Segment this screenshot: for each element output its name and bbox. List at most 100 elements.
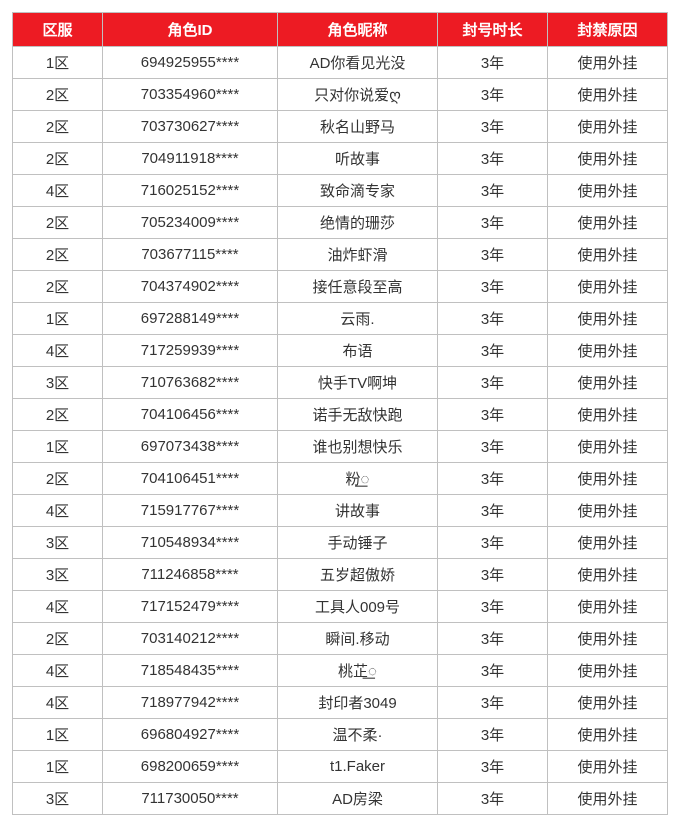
cell-reason: 使用外挂 [548, 527, 668, 559]
cell-server: 2区 [13, 207, 103, 239]
cell-nickname: 布语 [278, 335, 438, 367]
cell-server: 2区 [13, 79, 103, 111]
cell-server: 1区 [13, 719, 103, 751]
cell-id: 710763682**** [103, 367, 278, 399]
table-row: 3区710548934****手动锤子3年使用外挂 [13, 527, 668, 559]
cell-server: 1区 [13, 431, 103, 463]
cell-nickname: 五岁超傲娇 [278, 559, 438, 591]
cell-id: 711730050**** [103, 783, 278, 815]
cell-nickname: 云雨. [278, 303, 438, 335]
cell-duration: 3年 [438, 143, 548, 175]
cell-duration: 3年 [438, 303, 548, 335]
table-row: 2区704911918****听故事3年使用外挂 [13, 143, 668, 175]
cell-server: 3区 [13, 559, 103, 591]
cell-id: 703730627**** [103, 111, 278, 143]
cell-nickname: t1.Faker [278, 751, 438, 783]
cell-id: 697073438**** [103, 431, 278, 463]
table-row: 4区717152479****工具人009号3年使用外挂 [13, 591, 668, 623]
cell-duration: 3年 [438, 111, 548, 143]
cell-reason: 使用外挂 [548, 335, 668, 367]
table-row: 2区705234009****绝情的珊莎3年使用外挂 [13, 207, 668, 239]
table-row: 4区716025152****致命滴专家3年使用外挂 [13, 175, 668, 207]
cell-id: 703354960**** [103, 79, 278, 111]
table-row: 4区718977942****封印者30493年使用外挂 [13, 687, 668, 719]
cell-nickname: 粉꯭ [278, 463, 438, 495]
cell-duration: 3年 [438, 335, 548, 367]
cell-server: 4区 [13, 175, 103, 207]
cell-reason: 使用外挂 [548, 175, 668, 207]
cell-id: 705234009**** [103, 207, 278, 239]
cell-nickname: 只对你说爱ღ [278, 79, 438, 111]
cell-reason: 使用外挂 [548, 495, 668, 527]
cell-nickname: 秋名山野马 [278, 111, 438, 143]
cell-id: 710548934**** [103, 527, 278, 559]
cell-id: 703140212**** [103, 623, 278, 655]
cell-reason: 使用外挂 [548, 367, 668, 399]
cell-nickname: 封印者3049 [278, 687, 438, 719]
cell-reason: 使用外挂 [548, 559, 668, 591]
table-row: 2区703354960****只对你说爱ღ3年使用外挂 [13, 79, 668, 111]
cell-server: 3区 [13, 527, 103, 559]
cell-nickname: 致命滴专家 [278, 175, 438, 207]
cell-reason: 使用外挂 [548, 687, 668, 719]
cell-server: 2区 [13, 239, 103, 271]
cell-nickname: 诺手无敌快跑 [278, 399, 438, 431]
cell-id: 697288149**** [103, 303, 278, 335]
table-row: 2区703730627****秋名山野马3年使用外挂 [13, 111, 668, 143]
cell-duration: 3年 [438, 591, 548, 623]
cell-nickname: 讲故事 [278, 495, 438, 527]
table-row: 2区703140212****瞬间.移动3年使用外挂 [13, 623, 668, 655]
cell-nickname: 瞬间.移动 [278, 623, 438, 655]
cell-id: 698200659**** [103, 751, 278, 783]
cell-id: 703677115**** [103, 239, 278, 271]
table-row: 4区717259939****布语3年使用外挂 [13, 335, 668, 367]
table-row: 3区711730050****AD房梁3年使用外挂 [13, 783, 668, 815]
cell-duration: 3年 [438, 175, 548, 207]
cell-duration: 3年 [438, 527, 548, 559]
cell-nickname: 绝情的珊莎 [278, 207, 438, 239]
cell-reason: 使用外挂 [548, 143, 668, 175]
cell-reason: 使用外挂 [548, 655, 668, 687]
cell-duration: 3年 [438, 751, 548, 783]
cell-server: 1区 [13, 751, 103, 783]
cell-server: 2区 [13, 399, 103, 431]
cell-duration: 3年 [438, 623, 548, 655]
cell-server: 2区 [13, 271, 103, 303]
cell-id: 704374902**** [103, 271, 278, 303]
cell-duration: 3年 [438, 783, 548, 815]
cell-nickname: 油炸虾滑 [278, 239, 438, 271]
cell-nickname: 手动锤子 [278, 527, 438, 559]
cell-server: 4区 [13, 495, 103, 527]
table-row: 4区718548435****桃芷꯭3年使用外挂 [13, 655, 668, 687]
table-row: 2区704106451****粉꯭3年使用外挂 [13, 463, 668, 495]
cell-reason: 使用外挂 [548, 591, 668, 623]
cell-nickname: 桃芷꯭ [278, 655, 438, 687]
table-row: 1区697288149****云雨.3年使用外挂 [13, 303, 668, 335]
header-nickname: 角色昵称 [278, 13, 438, 47]
cell-id: 694925955**** [103, 47, 278, 79]
cell-duration: 3年 [438, 239, 548, 271]
table-row: 3区711246858****五岁超傲娇3年使用外挂 [13, 559, 668, 591]
cell-reason: 使用外挂 [548, 79, 668, 111]
cell-duration: 3年 [438, 47, 548, 79]
cell-reason: 使用外挂 [548, 751, 668, 783]
cell-reason: 使用外挂 [548, 431, 668, 463]
cell-id: 717152479**** [103, 591, 278, 623]
ban-list-table: 区服 角色ID 角色昵称 封号时长 封禁原因 1区694925955****AD… [12, 12, 668, 815]
cell-duration: 3年 [438, 559, 548, 591]
cell-server: 4区 [13, 335, 103, 367]
cell-id: 716025152**** [103, 175, 278, 207]
table-row: 2区704106456****诺手无敌快跑3年使用外挂 [13, 399, 668, 431]
cell-reason: 使用外挂 [548, 111, 668, 143]
cell-nickname: 谁也别想快乐 [278, 431, 438, 463]
cell-nickname: 听故事 [278, 143, 438, 175]
cell-duration: 3年 [438, 431, 548, 463]
cell-id: 718548435**** [103, 655, 278, 687]
cell-reason: 使用外挂 [548, 463, 668, 495]
cell-reason: 使用外挂 [548, 783, 668, 815]
cell-id: 704106456**** [103, 399, 278, 431]
cell-reason: 使用外挂 [548, 271, 668, 303]
table-row: 2区704374902****接任意段至高3年使用外挂 [13, 271, 668, 303]
cell-nickname: 温不柔· [278, 719, 438, 751]
cell-reason: 使用外挂 [548, 303, 668, 335]
